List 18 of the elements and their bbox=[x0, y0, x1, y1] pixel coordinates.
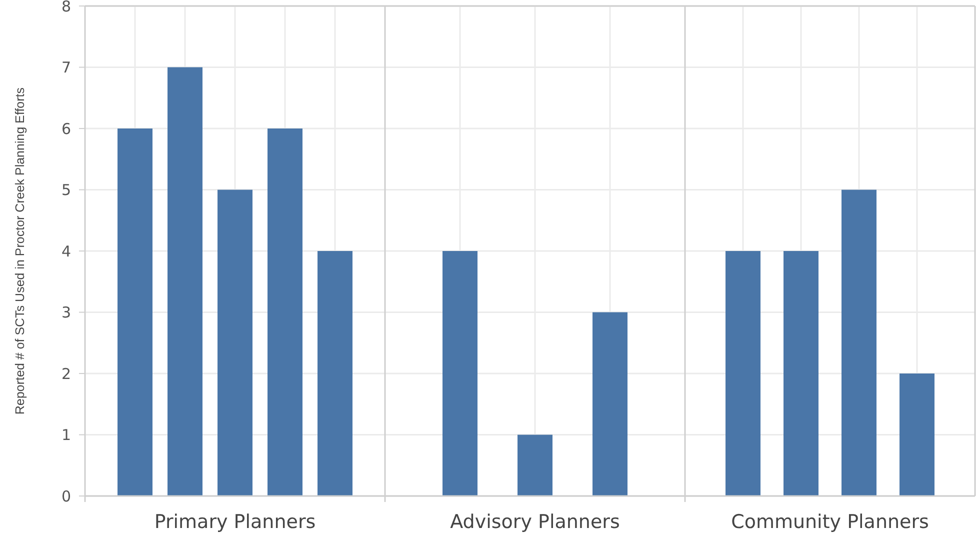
y-axis-title: Reported # of SCTs Used in Proctor Creek Planning Efforts bbox=[13, 87, 27, 415]
bar bbox=[318, 251, 352, 496]
y-tick-label: 7 bbox=[61, 58, 71, 76]
y-tick-label: 1 bbox=[61, 426, 71, 444]
x-axis-title: Community Planners bbox=[731, 511, 929, 533]
y-tick-label: 8 bbox=[61, 0, 71, 16]
y-tick-label: 0 bbox=[61, 487, 71, 506]
y-tick-label: 5 bbox=[61, 181, 71, 199]
bar bbox=[218, 190, 252, 496]
y-tick-label: 3 bbox=[61, 304, 71, 322]
x-axis-title: Advisory Planners bbox=[450, 511, 620, 533]
y-tick-label: 4 bbox=[61, 242, 71, 260]
bar bbox=[268, 128, 302, 496]
x-axis-title: Primary Planners bbox=[154, 511, 316, 533]
y-tick-label: 6 bbox=[61, 120, 71, 138]
y-tick-label: 2 bbox=[61, 364, 71, 383]
bar bbox=[168, 67, 202, 496]
bar bbox=[118, 128, 152, 496]
